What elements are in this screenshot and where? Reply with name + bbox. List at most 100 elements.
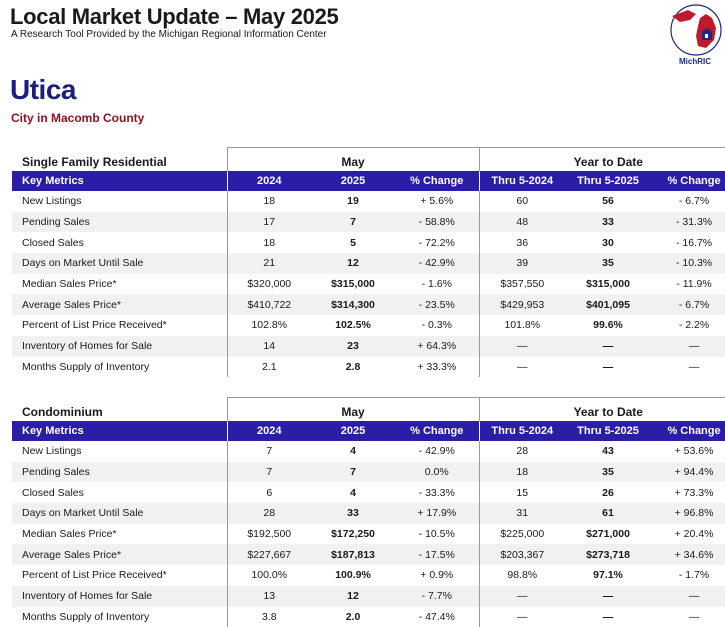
col-2024-header: 2024 xyxy=(227,421,311,441)
ytd-2025-value: 30 xyxy=(565,232,651,253)
michigan-map-icon xyxy=(666,2,725,58)
pct-change-value: - 7.7% xyxy=(395,586,479,607)
ytd-pct-change-value: + 20.4% xyxy=(651,524,725,545)
city-name: Utica xyxy=(10,74,76,106)
metric-label: Closed Sales xyxy=(12,482,227,503)
metric-label: Median Sales Price* xyxy=(12,524,227,545)
ytd-2025-value: 35 xyxy=(565,253,651,274)
ytd-pct-change-value: - 31.3% xyxy=(651,212,725,233)
pct-change-value: - 47.4% xyxy=(395,607,479,627)
table-row: Percent of List Price Received*100.0%100… xyxy=(12,565,725,586)
value-2025: 12 xyxy=(311,586,395,607)
metric-label: Days on Market Until Sale xyxy=(12,503,227,524)
pct-change-value: - 23.5% xyxy=(395,294,479,315)
value-2024: $192,500 xyxy=(227,524,311,545)
value-2025: 2.8 xyxy=(311,357,395,378)
michric-logo: MichRIC xyxy=(666,2,725,68)
ytd-2025-value: 35 xyxy=(565,462,651,483)
ytd-pct-change-value: — xyxy=(651,357,725,378)
pct-change-value: + 5.6% xyxy=(395,191,479,212)
value-2025: 102.5% xyxy=(311,315,395,336)
ytd-2024-value: 31 xyxy=(479,503,565,524)
ytd-2024-value: — xyxy=(479,357,565,378)
metric-label: Percent of List Price Received* xyxy=(12,315,227,336)
col-2024-header: 2024 xyxy=(227,171,311,191)
pct-change-value: - 58.8% xyxy=(395,212,479,233)
pct-change-value: - 1.6% xyxy=(395,274,479,295)
value-2025: 5 xyxy=(311,232,395,253)
ytd-2024-value: 28 xyxy=(479,441,565,462)
value-2024: 7 xyxy=(227,441,311,462)
ytd-2025-value: 56 xyxy=(565,191,651,212)
metric-label: New Listings xyxy=(12,191,227,212)
metric-label: Average Sales Price* xyxy=(12,544,227,565)
pct-change-value: - 42.9% xyxy=(395,253,479,274)
metric-label: New Listings xyxy=(12,441,227,462)
metric-label: Average Sales Price* xyxy=(12,294,227,315)
value-2024: 3.8 xyxy=(227,607,311,627)
value-2024: 21 xyxy=(227,253,311,274)
metric-label: Percent of List Price Received* xyxy=(12,565,227,586)
value-2024: 2.1 xyxy=(227,357,311,378)
report-title: Local Market Update – May 2025 xyxy=(10,4,338,30)
value-2025: 7 xyxy=(311,462,395,483)
table-row: Average Sales Price*$410,722$314,300- 23… xyxy=(12,294,725,315)
ytd-2025-value: $273,718 xyxy=(565,544,651,565)
ytd-2024-value: — xyxy=(479,607,565,627)
value-2025: $314,300 xyxy=(311,294,395,315)
ytd-pct-change-value: + 53.6% xyxy=(651,441,725,462)
value-2024: $410,722 xyxy=(227,294,311,315)
metric-label: Closed Sales xyxy=(12,232,227,253)
ytd-group-header: Year to Date xyxy=(479,398,725,422)
property-type-label: Condominium xyxy=(12,398,227,422)
section-condominium: Condominium May Year to Date Key Metrics… xyxy=(12,397,725,627)
col-ytd-2024-header: Thru 5-2024 xyxy=(479,171,565,191)
value-2024: $320,000 xyxy=(227,274,311,295)
col-ytd-2024-header: Thru 5-2024 xyxy=(479,421,565,441)
ytd-2024-value: 98.8% xyxy=(479,565,565,586)
ytd-pct-change-value: - 2.2% xyxy=(651,315,725,336)
pct-change-value: - 10.5% xyxy=(395,524,479,545)
ytd-2024-value: 36 xyxy=(479,232,565,253)
value-2024: 13 xyxy=(227,586,311,607)
value-2025: $315,000 xyxy=(311,274,395,295)
value-2024: 14 xyxy=(227,336,311,357)
ytd-2025-value: 26 xyxy=(565,482,651,503)
pct-change-value: + 33.3% xyxy=(395,357,479,378)
col-2025-header: 2025 xyxy=(311,421,395,441)
table-row: Median Sales Price*$192,500$172,250- 10.… xyxy=(12,524,725,545)
county-label: City in Macomb County xyxy=(11,111,144,125)
pct-change-value: 0.0% xyxy=(395,462,479,483)
logo-wordmark: MichRIC xyxy=(666,57,724,66)
property-type-label: Single Family Residential xyxy=(12,148,227,172)
ytd-2024-value: 39 xyxy=(479,253,565,274)
ytd-2025-value: $401,095 xyxy=(565,294,651,315)
ytd-2024-value: $225,000 xyxy=(479,524,565,545)
ytd-2024-value: 60 xyxy=(479,191,565,212)
ytd-pct-change-value: - 16.7% xyxy=(651,232,725,253)
metric-label: Inventory of Homes for Sale xyxy=(12,336,227,357)
ytd-2025-value: — xyxy=(565,607,651,627)
pct-change-value: - 33.3% xyxy=(395,482,479,503)
ytd-2024-value: 18 xyxy=(479,462,565,483)
metric-label: Days on Market Until Sale xyxy=(12,253,227,274)
value-2025: 33 xyxy=(311,503,395,524)
ytd-2024-value: $203,367 xyxy=(479,544,565,565)
ytd-pct-change-value: - 6.7% xyxy=(651,191,725,212)
ytd-2025-value: — xyxy=(565,336,651,357)
col-2025-header: 2025 xyxy=(311,171,395,191)
report-subtitle: A Research Tool Provided by the Michigan… xyxy=(11,29,327,40)
ytd-2025-value: 61 xyxy=(565,503,651,524)
ytd-pct-change-value: + 94.4% xyxy=(651,462,725,483)
col-ytd-pct-change-header: % Change xyxy=(651,171,725,191)
ytd-pct-change-value: - 1.7% xyxy=(651,565,725,586)
